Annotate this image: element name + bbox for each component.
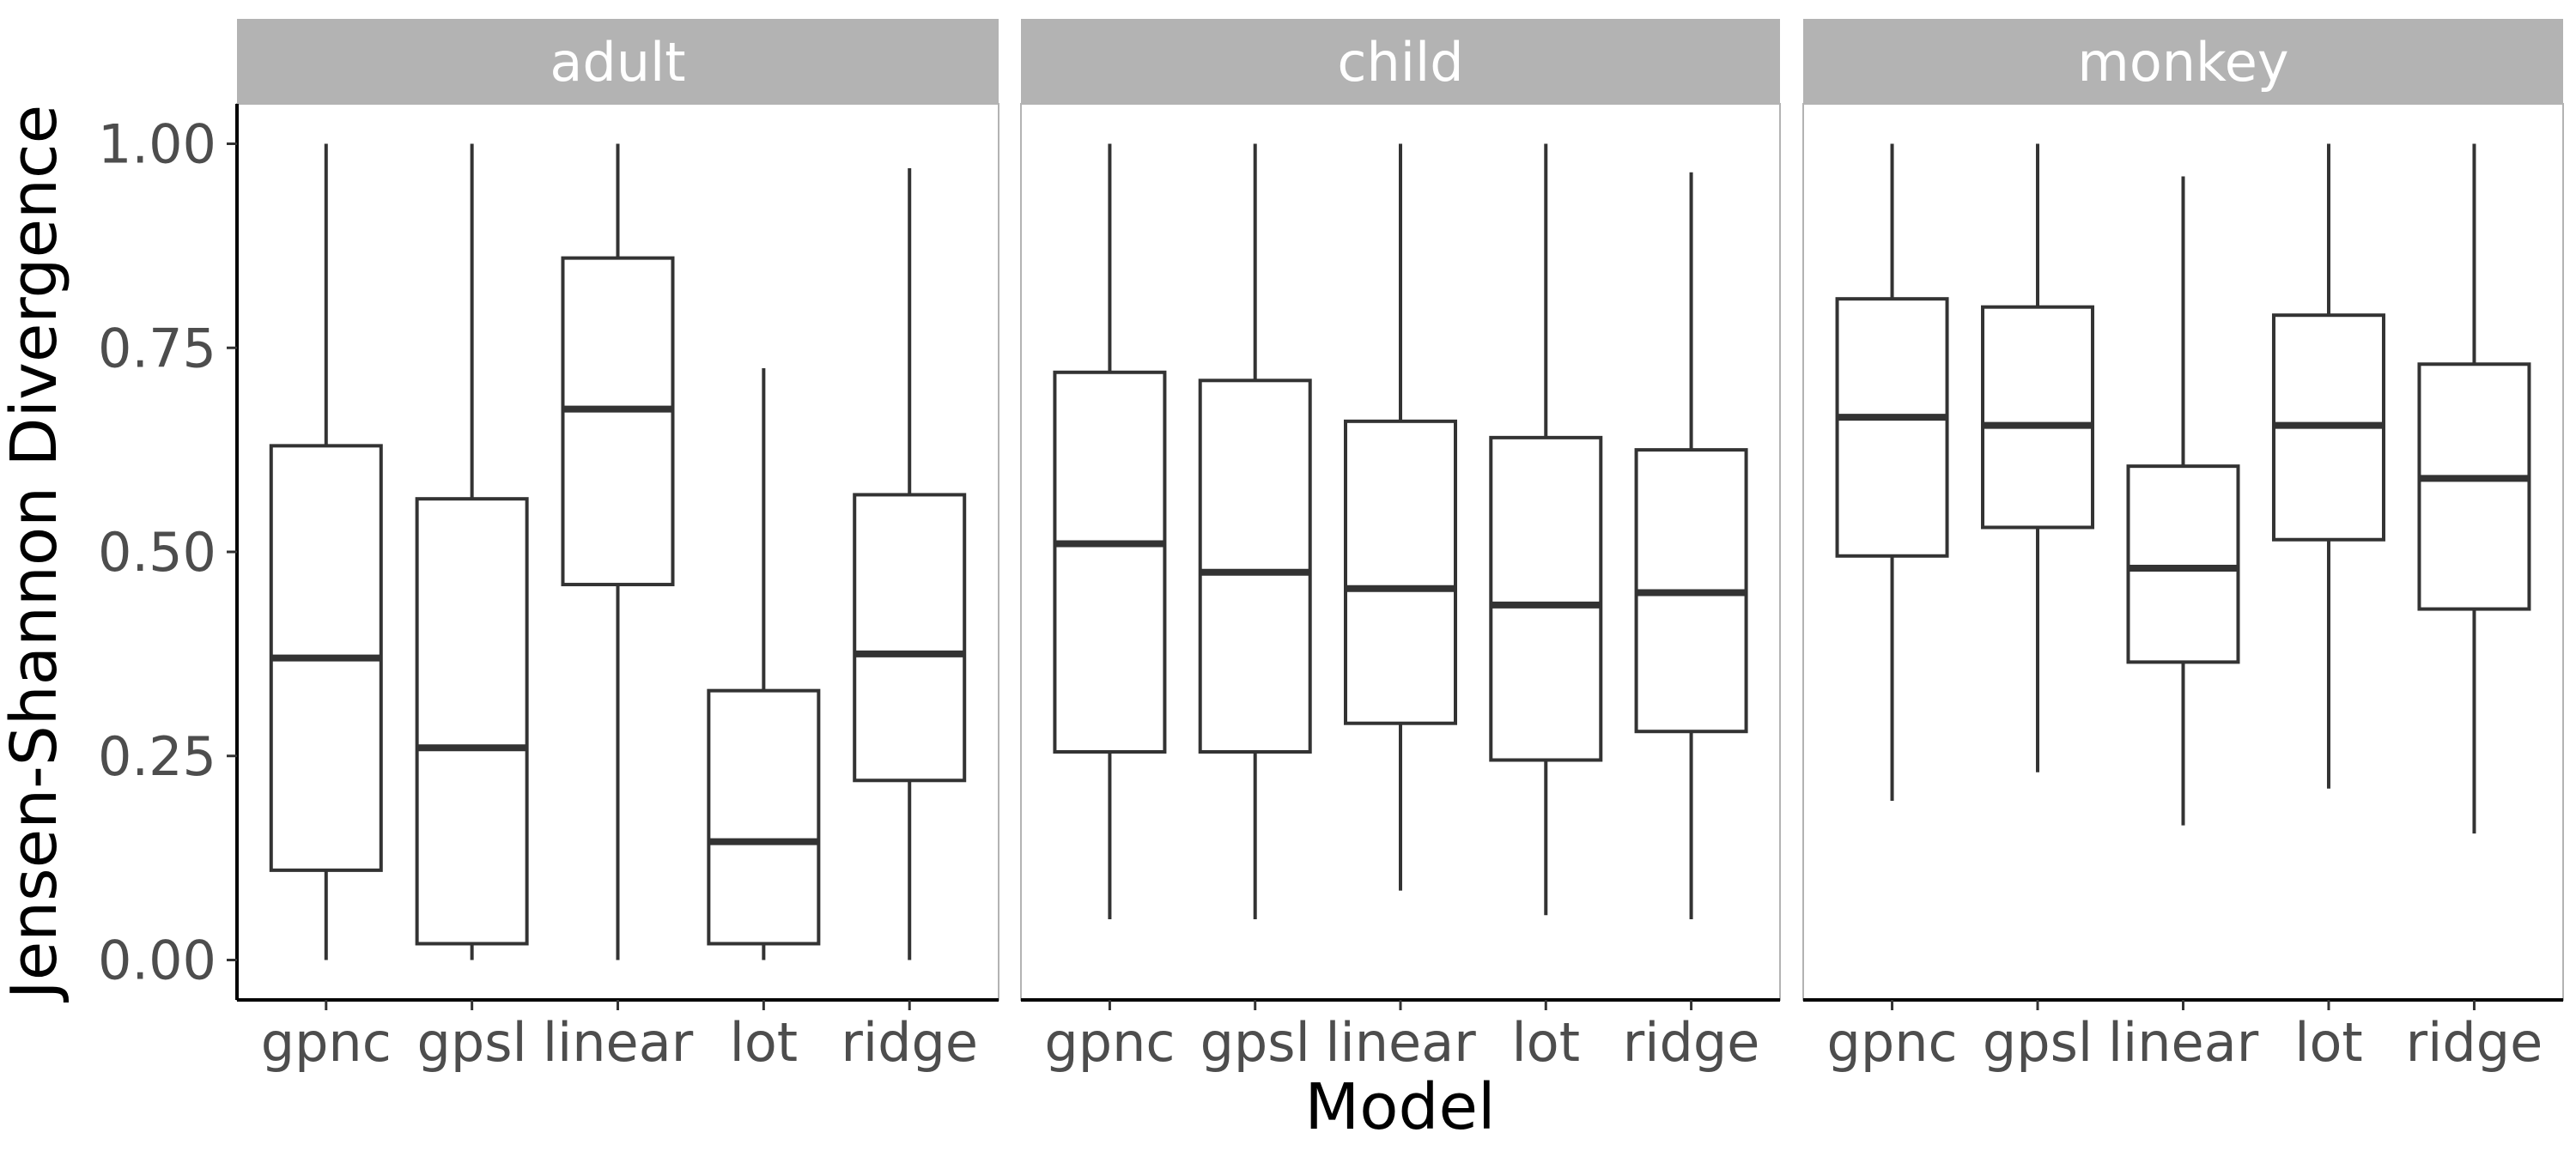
- x-tick-label-adult-linear: linear: [543, 1011, 694, 1074]
- facet-strip-adult: [237, 19, 999, 104]
- x-tick-label-child-ridge: ridge: [1623, 1011, 1760, 1074]
- y-axis-title: Jensen-Shannon Divergence: [0, 105, 71, 1002]
- box-child-gpsl: [1198, 379, 1312, 754]
- x-tick-label-monkey-gpsl: gpsl: [1983, 1011, 2093, 1074]
- y-tick-label-1.00: 1.00: [98, 113, 216, 176]
- box-adult-ridge: [853, 493, 967, 783]
- facet-strip-child: [1021, 19, 1780, 104]
- facet-strip-monkey: [1803, 19, 2563, 104]
- box-child-lot: [1489, 435, 1603, 762]
- x-tick-label-monkey-linear: linear: [2108, 1011, 2259, 1074]
- facet-strip-label-monkey: monkey: [2077, 31, 2288, 94]
- box-adult-linear: [561, 256, 675, 587]
- y-tick-label-0.50: 0.50: [98, 521, 216, 584]
- box-child-gpnc: [1053, 370, 1167, 754]
- box-adult-lot: [707, 688, 821, 946]
- box-monkey-ridge: [2417, 362, 2531, 611]
- x-tick-label-child-gpnc: gpnc: [1044, 1011, 1175, 1074]
- box-child-linear: [1344, 419, 1457, 725]
- x-tick-label-adult-gpnc: gpnc: [261, 1011, 392, 1074]
- x-tick-label-adult-gpsl: gpsl: [417, 1011, 527, 1074]
- x-axis-title: Model: [1304, 1070, 1495, 1144]
- x-tick-label-adult-ridge: ridge: [841, 1011, 978, 1074]
- facet-strip-label-adult: adult: [550, 31, 685, 94]
- x-tick-label-monkey-ridge: ridge: [2406, 1011, 2543, 1074]
- x-tick-label-monkey-lot: lot: [2294, 1011, 2362, 1074]
- x-tick-label-child-linear: linear: [1325, 1011, 1476, 1074]
- box-monkey-gpnc: [1835, 297, 1949, 558]
- x-tick-label-child-gpsl: gpsl: [1200, 1011, 1310, 1074]
- x-tick-label-monkey-gpnc: gpnc: [1826, 1011, 1957, 1074]
- x-tick-label-child-lot: lot: [1512, 1011, 1580, 1074]
- box-adult-gpsl: [415, 497, 529, 946]
- y-tick-label-0.00: 0.00: [98, 930, 216, 992]
- y-tick-label-0.25: 0.25: [98, 725, 216, 788]
- box-monkey-linear: [2126, 464, 2240, 664]
- x-tick-label-adult-lot: lot: [730, 1011, 798, 1074]
- box-monkey-gpsl: [1981, 305, 2095, 530]
- y-tick-label-0.75: 0.75: [98, 317, 216, 379]
- facet-strip-label-child: child: [1337, 31, 1463, 94]
